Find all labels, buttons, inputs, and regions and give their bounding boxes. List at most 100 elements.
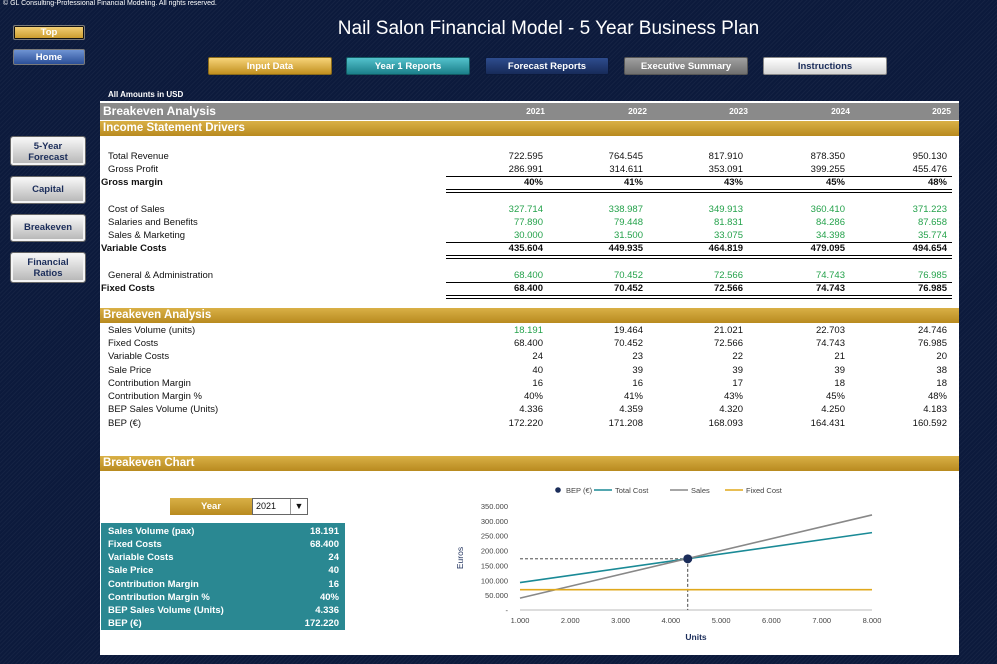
row-label: Sales & Marketing: [108, 230, 186, 241]
series-line-total-cost: [519, 531, 873, 584]
forecast-button-label: 5-Year Forecast: [28, 141, 68, 163]
row-sales-marketing: Sales & Marketing 30.000 31.500 33.075 3…: [100, 229, 959, 242]
legend-marker: [555, 487, 561, 493]
cell-value: 76.985: [917, 338, 947, 349]
cell-value: 87.658: [917, 217, 947, 228]
financial-ratios-button[interactable]: Financial Ratios: [10, 252, 86, 283]
cell-value: 34.398: [815, 230, 845, 241]
legend-label: Sales: [691, 486, 710, 495]
nav-instructions[interactable]: Instructions: [763, 57, 887, 75]
cell-value: 74.743: [815, 283, 845, 294]
cell-value: 24: [532, 351, 543, 362]
row-label: Contribution Margin %: [108, 391, 202, 402]
nav-input-data[interactable]: Input Data: [208, 57, 332, 75]
legend-label: Fixed Cost: [746, 486, 783, 495]
top-button-label: Top: [40, 27, 58, 38]
row-label: Fixed Costs: [101, 283, 155, 294]
cell-value: 76.985: [917, 270, 947, 281]
cell-value: 33.075: [713, 230, 743, 241]
y-tick-label: 100.000: [481, 576, 508, 585]
cell-value: 74.743: [815, 338, 845, 349]
amounts-note: All Amounts in USD: [108, 90, 184, 99]
summary-label: Contribution Margin %: [108, 592, 210, 603]
cell-value: 39: [632, 365, 643, 376]
x-tick-label: 2.000: [561, 616, 580, 625]
cell-value: 22: [732, 351, 743, 362]
summary-label: Variable Costs: [108, 552, 174, 563]
cell-value: 399.255: [810, 164, 845, 175]
divider: [446, 176, 952, 177]
cell-value: 72.566: [713, 283, 743, 294]
cell-value: 72.566: [713, 270, 743, 281]
year-header: 2025: [932, 106, 951, 116]
top-button[interactable]: Top: [13, 25, 85, 40]
y-tick-label: 350.000: [481, 502, 508, 511]
header-title: Breakeven Analysis: [103, 104, 216, 118]
cell-value: 160.592: [912, 418, 947, 429]
cell-value: 4.359: [619, 404, 643, 415]
cell-value: 68.400: [513, 283, 543, 294]
nav-forecast-reports[interactable]: Forecast Reports: [485, 57, 609, 75]
summary-label: BEP Sales Volume (Units): [108, 605, 224, 616]
copyright-notice: © GL Consulting-Professional Financial M…: [3, 0, 217, 7]
cell-value: 338.987: [608, 204, 643, 215]
row-be-fixed-costs: Fixed Costs 68.400 70.452 72.566 74.743 …: [100, 337, 959, 350]
forecast-button[interactable]: 5-Year Forecast: [10, 136, 86, 166]
row-gross-profit: Gross Profit 286.991 314.611 353.091 399…: [100, 163, 959, 176]
row-contribution-margin: Contribution Margin 16 16 17 18 18: [100, 377, 959, 390]
summary-label: Fixed Costs: [108, 539, 162, 550]
row-sales-volume: Sales Volume (units) 18.191 19.464 21.02…: [100, 324, 959, 337]
page-title: Nail Salon Financial Model - 5 Year Busi…: [337, 18, 760, 39]
divider: [446, 242, 952, 243]
dropdown-arrow-icon[interactable]: ▼: [290, 499, 307, 514]
cell-value: 43%: [723, 177, 743, 188]
nav-year1-reports[interactable]: Year 1 Reports: [346, 57, 470, 75]
cell-value: 164.431: [810, 418, 845, 429]
year-selector: Year 2021 ▼: [170, 498, 308, 515]
cell-value: 349.913: [708, 204, 743, 215]
cell-value: 878.350: [810, 151, 845, 162]
cell-value: 18: [936, 378, 947, 389]
summary-value: 172.220: [304, 618, 339, 629]
summary-value: 40%: [319, 592, 339, 603]
cell-value: 45%: [825, 177, 845, 188]
cell-value: 40: [532, 365, 543, 376]
row-label: Total Revenue: [108, 151, 169, 162]
year-header: 2023: [729, 106, 748, 116]
capital-button[interactable]: Capital: [10, 176, 86, 204]
cell-value: 817.910: [708, 151, 743, 162]
cell-value: 48%: [927, 391, 947, 402]
cell-value: 81.831: [713, 217, 743, 228]
cell-value: 22.703: [815, 325, 845, 336]
cell-value: 314.611: [609, 164, 643, 175]
row-bep-units: BEP Sales Volume (Units) 4.336 4.359 4.3…: [100, 403, 959, 416]
cell-value: 38: [936, 365, 947, 376]
y-tick-label: 200.000: [481, 547, 508, 556]
cell-value: 327.714: [508, 204, 543, 215]
year-header: 2022: [628, 106, 647, 116]
divider: [446, 295, 952, 299]
cell-value: 68.400: [513, 338, 543, 349]
year-dropdown[interactable]: 2021 ▼: [252, 498, 308, 515]
summary-value: 16: [328, 579, 339, 590]
y-tick-label: 250.000: [481, 532, 508, 541]
cell-value: 30.000: [513, 230, 543, 241]
year-header: 2024: [831, 106, 850, 116]
breakeven-button[interactable]: Breakeven: [10, 214, 86, 242]
row-total-revenue: Total Revenue 722.595 764.545 817.910 87…: [100, 150, 959, 163]
cell-value: 172.220: [508, 418, 543, 429]
nav-executive-summary[interactable]: Executive Summary: [624, 57, 748, 75]
row-label: BEP Sales Volume (Units): [108, 404, 219, 415]
cell-value: 764.545: [608, 151, 643, 162]
row-label: Variable Costs: [101, 243, 167, 254]
row-label: Gross Profit: [108, 164, 159, 175]
cell-value: 39: [834, 365, 845, 376]
breakeven-header: Breakeven Analysis 2021 2022 2023 2024 2…: [100, 103, 959, 120]
summary-value: 40: [328, 565, 339, 576]
divider: [446, 282, 952, 283]
row-cost-of-sales: Cost of Sales 327.714 338.987 349.913 36…: [100, 203, 959, 216]
section-breakeven-chart: Breakeven Chart: [100, 456, 959, 471]
home-button[interactable]: Home: [13, 49, 85, 65]
cell-value: 77.890: [513, 217, 543, 228]
cell-value: 4.250: [821, 404, 845, 415]
